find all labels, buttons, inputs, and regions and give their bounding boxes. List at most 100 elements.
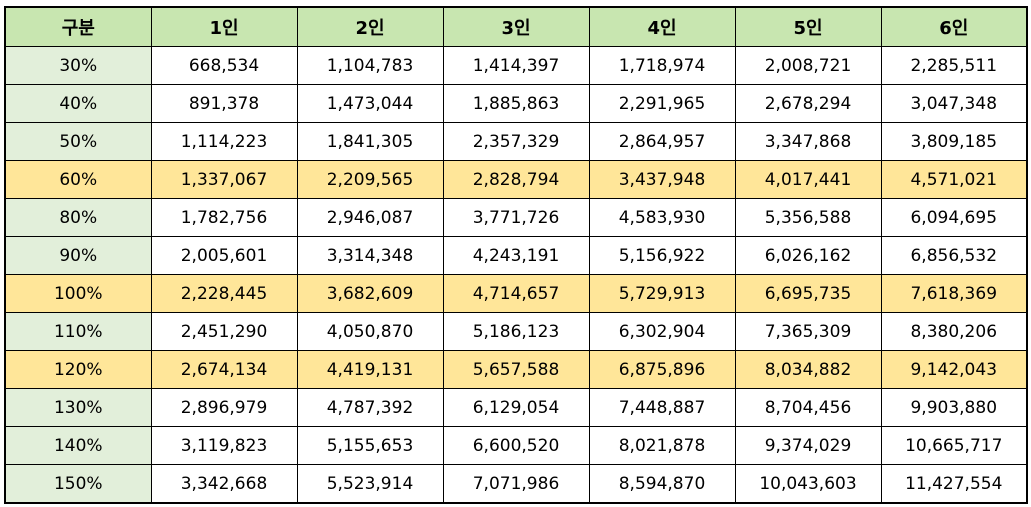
table-row: 50% 1,114,223 1,841,305 2,357,329 2,864,…	[4, 122, 1028, 161]
table-cell: 2,674,134	[150, 350, 298, 389]
table-row-highlighted: 60% 1,337,067 2,209,565 2,828,794 3,437,…	[4, 160, 1028, 199]
row-label: 40%	[4, 84, 152, 123]
table-cell: 2,285,511	[880, 46, 1028, 85]
row-label: 150%	[4, 464, 152, 504]
table-cell: 11,427,554	[880, 464, 1028, 504]
table-cell: 1,841,305	[296, 122, 444, 161]
table-cell: 6,600,520	[442, 426, 590, 465]
table-cell: 2,828,794	[442, 160, 590, 199]
table-cell: 1,114,223	[150, 122, 298, 161]
table-cell: 2,357,329	[442, 122, 590, 161]
table-cell: 1,337,067	[150, 160, 298, 199]
table-cell: 4,583,930	[588, 198, 736, 237]
row-label: 120%	[4, 350, 152, 389]
table-cell: 8,380,206	[880, 312, 1028, 351]
table-cell: 3,119,823	[150, 426, 298, 465]
table-cell: 5,356,588	[734, 198, 882, 237]
table-row: 110% 2,451,290 4,050,870 5,186,123 6,302…	[4, 312, 1028, 351]
table-cell: 3,342,668	[150, 464, 298, 504]
table-row-highlighted: 120% 2,674,134 4,419,131 5,657,588 6,875…	[4, 350, 1028, 389]
table-cell: 1,782,756	[150, 198, 298, 237]
table-cell: 3,347,868	[734, 122, 882, 161]
table-row: 80% 1,782,756 2,946,087 3,771,726 4,583,…	[4, 198, 1028, 237]
header-row: 구분 1인 2인 3인 4인 5인 6인	[4, 6, 1028, 47]
header-6-person: 6인	[880, 6, 1028, 47]
table-row: 130% 2,896,979 4,787,392 6,129,054 7,448…	[4, 388, 1028, 427]
table-cell: 8,034,882	[734, 350, 882, 389]
table-cell: 1,104,783	[296, 46, 444, 85]
table-cell: 2,291,965	[588, 84, 736, 123]
table-cell: 1,718,974	[588, 46, 736, 85]
table-cell: 2,228,445	[150, 274, 298, 313]
table-cell: 4,787,392	[296, 388, 444, 427]
table-cell: 1,473,044	[296, 84, 444, 123]
table-row: 150% 3,342,668 5,523,914 7,071,986 8,594…	[4, 464, 1028, 504]
table-cell: 7,071,986	[442, 464, 590, 504]
table-cell: 4,017,441	[734, 160, 882, 199]
table-cell: 10,665,717	[880, 426, 1028, 465]
header-category: 구분	[4, 6, 152, 47]
table-cell: 7,365,309	[734, 312, 882, 351]
row-label: 30%	[4, 46, 152, 85]
table-body: 30% 668,534 1,104,783 1,414,397 1,718,97…	[4, 46, 1028, 504]
row-label: 130%	[4, 388, 152, 427]
table-cell: 2,008,721	[734, 46, 882, 85]
table-cell: 3,809,185	[880, 122, 1028, 161]
table-cell: 3,437,948	[588, 160, 736, 199]
table-cell: 8,704,456	[734, 388, 882, 427]
table-cell: 3,771,726	[442, 198, 590, 237]
table-cell: 2,451,290	[150, 312, 298, 351]
table-cell: 6,695,735	[734, 274, 882, 313]
table-cell: 4,050,870	[296, 312, 444, 351]
table-cell: 6,094,695	[880, 198, 1028, 237]
table-cell: 8,021,878	[588, 426, 736, 465]
table-cell: 4,419,131	[296, 350, 444, 389]
income-table-container: 구분 1인 2인 3인 4인 5인 6인 30% 668,534 1,104,7…	[4, 6, 1028, 504]
table-cell: 2,678,294	[734, 84, 882, 123]
table-cell: 5,657,588	[442, 350, 590, 389]
table-cell: 8,594,870	[588, 464, 736, 504]
table-row-highlighted: 100% 2,228,445 3,682,609 4,714,657 5,729…	[4, 274, 1028, 313]
table-cell: 9,142,043	[880, 350, 1028, 389]
row-label: 100%	[4, 274, 152, 313]
table-cell: 2,209,565	[296, 160, 444, 199]
table-cell: 6,856,532	[880, 236, 1028, 275]
row-label: 50%	[4, 122, 152, 161]
header-5-person: 5인	[734, 6, 882, 47]
row-label: 90%	[4, 236, 152, 275]
table-cell: 2,005,601	[150, 236, 298, 275]
income-table: 구분 1인 2인 3인 4인 5인 6인 30% 668,534 1,104,7…	[4, 6, 1028, 504]
table-cell: 10,043,603	[734, 464, 882, 504]
header-1-person: 1인	[150, 6, 298, 47]
table-cell: 2,864,957	[588, 122, 736, 161]
table-cell: 2,946,087	[296, 198, 444, 237]
table-cell: 9,374,029	[734, 426, 882, 465]
header-4-person: 4인	[588, 6, 736, 47]
table-cell: 4,243,191	[442, 236, 590, 275]
table-cell: 6,026,162	[734, 236, 882, 275]
table-cell: 3,682,609	[296, 274, 444, 313]
table-cell: 6,875,896	[588, 350, 736, 389]
header-3-person: 3인	[442, 6, 590, 47]
table-row: 140% 3,119,823 5,155,653 6,600,520 8,021…	[4, 426, 1028, 465]
table-cell: 668,534	[150, 46, 298, 85]
table-row: 90% 2,005,601 3,314,348 4,243,191 5,156,…	[4, 236, 1028, 275]
table-cell: 4,714,657	[442, 274, 590, 313]
table-cell: 9,903,880	[880, 388, 1028, 427]
header-2-person: 2인	[296, 6, 444, 47]
table-cell: 3,314,348	[296, 236, 444, 275]
table-cell: 5,186,123	[442, 312, 590, 351]
table-cell: 891,378	[150, 84, 298, 123]
table-row: 30% 668,534 1,104,783 1,414,397 1,718,97…	[4, 46, 1028, 85]
table-cell: 4,571,021	[880, 160, 1028, 199]
row-label: 140%	[4, 426, 152, 465]
table-cell: 1,885,863	[442, 84, 590, 123]
table-cell: 5,156,922	[588, 236, 736, 275]
table-cell: 6,129,054	[442, 388, 590, 427]
table-cell: 2,896,979	[150, 388, 298, 427]
table-row: 40% 891,378 1,473,044 1,885,863 2,291,96…	[4, 84, 1028, 123]
table-cell: 3,047,348	[880, 84, 1028, 123]
row-label: 60%	[4, 160, 152, 199]
row-label: 110%	[4, 312, 152, 351]
table-cell: 7,618,369	[880, 274, 1028, 313]
